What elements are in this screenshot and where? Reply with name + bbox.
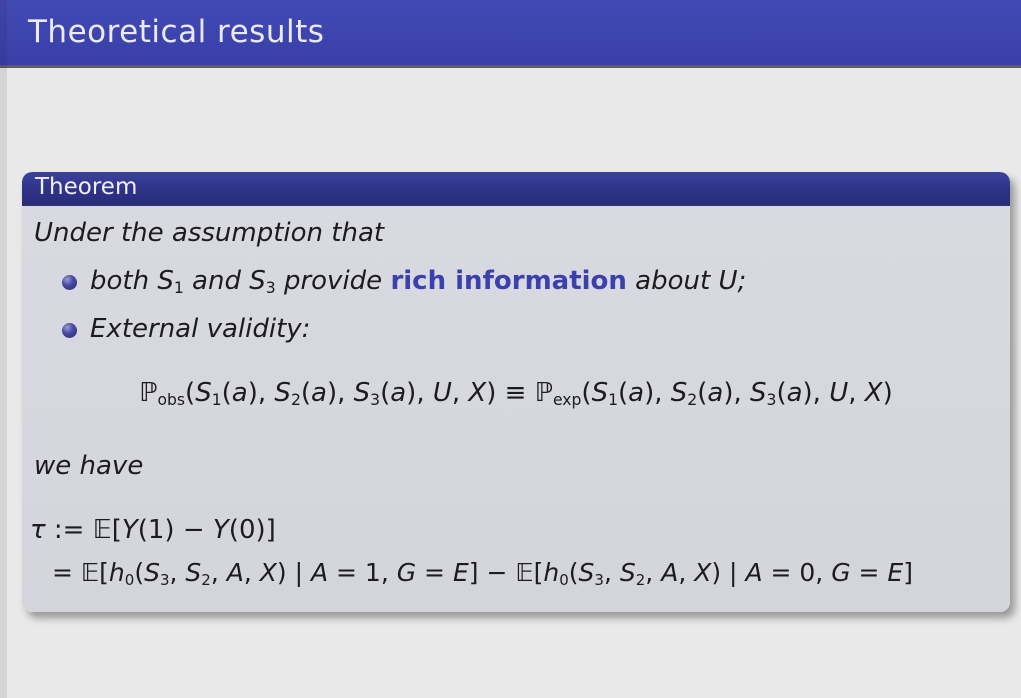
bullet-item-rich-information: both S1 and S3 provide rich information … xyxy=(22,266,1010,300)
slide-title: Theoretical results xyxy=(28,14,325,50)
bullet-text-external-validity: External validity: xyxy=(90,314,311,344)
we-have-text: we have xyxy=(34,451,144,481)
theorem-body: Under the assumption that both S1 and S3… xyxy=(22,206,1010,612)
slide-left-edge xyxy=(0,0,7,698)
bullet-ball-icon xyxy=(62,275,77,290)
bullet-ball-icon xyxy=(62,323,77,338)
bullet-item-external-validity: External validity: xyxy=(22,314,1010,348)
identification-equation: = 𝔼[h0(S3, S2, A, X) | A = 1, G = E] − 𝔼… xyxy=(52,558,913,589)
bullet-text-rich-information: both S1 and S3 provide rich information … xyxy=(90,266,747,297)
theorem-header: Theorem xyxy=(22,172,1010,206)
theorem-box: Theorem Under the assumption that both S… xyxy=(22,172,1010,612)
external-validity-equation: ℙobs(S1(a), S2(a), S3(a), U, X) ≡ ℙexp(S… xyxy=(139,378,893,409)
theorem-header-title: Theorem xyxy=(35,174,138,200)
theorem-intro: Under the assumption that xyxy=(34,218,385,248)
slide-title-bar: Theoretical results xyxy=(0,0,1021,68)
tau-definition-equation: τ := 𝔼[Y(1) − Y(0)] xyxy=(30,515,276,545)
